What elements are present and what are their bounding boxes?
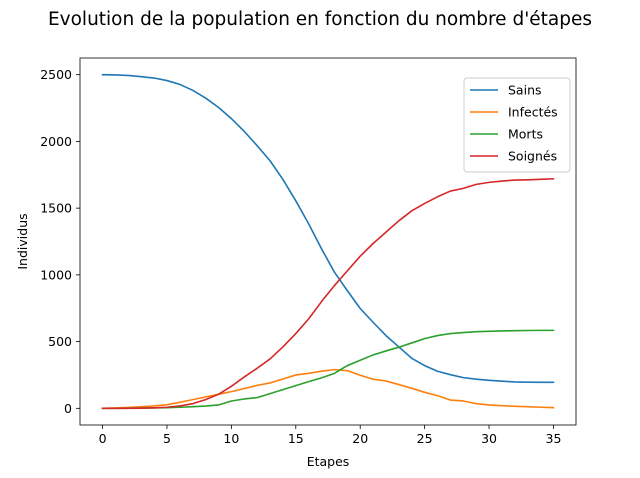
- y-axis-ticks: 0 500 1000 1500 2000 2500: [40, 67, 80, 416]
- legend-label: Soignés: [508, 149, 557, 164]
- legend: Sains Infectés Morts Soignés: [463, 77, 571, 173]
- x-tick-label: 30: [481, 431, 497, 446]
- x-axis-label: Etapes: [307, 454, 350, 469]
- x-tick-label: 15: [288, 431, 304, 446]
- x-tick-label: 5: [163, 431, 171, 446]
- legend-label: Infectés: [508, 105, 558, 120]
- series-line-3: [101, 177, 555, 410]
- axes-frame: [79, 57, 577, 426]
- y-tick-label: 500: [48, 334, 72, 349]
- series-line-1: [101, 368, 555, 410]
- x-tick-label: 25: [417, 431, 433, 446]
- y-axis-label: Individus: [15, 213, 30, 269]
- legend-box: [463, 77, 571, 173]
- y-tick-label: 1500: [40, 201, 72, 216]
- legend-label: Sains: [508, 83, 542, 98]
- y-tick-label: 1000: [40, 267, 72, 282]
- y-tick-label: 2500: [40, 67, 72, 82]
- legend-label: Morts: [508, 127, 543, 142]
- plot-area: [101, 73, 555, 410]
- chart-title: Evolution de la population en fonction d…: [48, 9, 592, 30]
- series-line-0: [101, 73, 555, 384]
- x-tick-label: 20: [352, 431, 368, 446]
- x-tick-label: 0: [99, 431, 107, 446]
- x-tick-label: 10: [223, 431, 239, 446]
- series-line-2: [101, 329, 555, 410]
- x-axis-ticks: 0 5 10 15 20 25 30 35: [99, 425, 562, 446]
- y-tick-label: 0: [64, 401, 72, 416]
- y-tick-label: 2000: [40, 134, 72, 149]
- x-tick-label: 35: [546, 431, 562, 446]
